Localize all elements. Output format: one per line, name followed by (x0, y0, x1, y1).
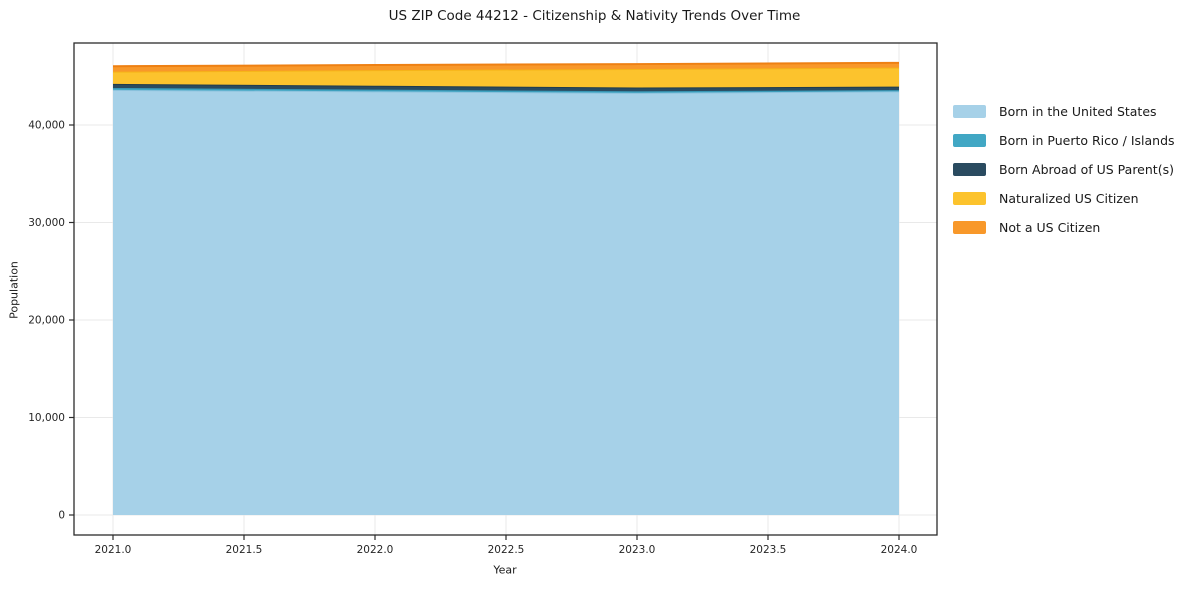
legend-label: Naturalized US Citizen (999, 191, 1139, 206)
x-tick-label: 2023.5 (750, 544, 787, 556)
y-tick-label: 0 (58, 510, 65, 522)
area-born-in-the-united-states (113, 89, 899, 516)
legend-swatch (953, 105, 986, 118)
legend-label: Born in the United States (999, 104, 1157, 119)
x-tick-label: 2021.5 (226, 544, 263, 556)
legend-label: Born Abroad of US Parent(s) (999, 162, 1174, 177)
x-tick-label: 2022.5 (488, 544, 525, 556)
y-tick-label: 20,000 (28, 315, 65, 327)
legend-item: Born Abroad of US Parent(s) (953, 162, 1175, 177)
area-edge (112, 61, 900, 68)
legend-item: Naturalized US Citizen (953, 191, 1175, 206)
y-axis-label: Population (7, 261, 21, 319)
y-tick-label: 40,000 (28, 120, 65, 132)
legend-swatch (953, 163, 986, 176)
legend-item: Not a US Citizen (953, 220, 1175, 235)
area-naturalized-us-citizen (113, 67, 899, 88)
x-tick-label: 2022.0 (357, 544, 394, 556)
legend: Born in the United States Born in Puerto … (953, 104, 1175, 235)
y-tick-label: 10,000 (28, 412, 65, 424)
x-tick-label: 2023.0 (619, 544, 656, 556)
legend-swatch (953, 192, 986, 205)
legend-item: Born in Puerto Rico / Islands (953, 133, 1175, 148)
x-axis-label: Year (493, 563, 517, 577)
legend-item: Born in the United States (953, 104, 1175, 119)
y-tick-label: 30,000 (28, 217, 65, 229)
area-not-a-us-citizen (113, 62, 899, 72)
x-tick-label: 2021.0 (95, 544, 132, 556)
legend-label: Born in Puerto Rico / Islands (999, 133, 1175, 148)
legend-label: Not a US Citizen (999, 220, 1101, 235)
x-tick-label: 2024.0 (881, 544, 918, 556)
legend-swatch (953, 221, 986, 234)
legend-swatch (953, 134, 986, 147)
chart-title: US ZIP Code 44212 - Citizenship & Nativi… (388, 8, 801, 24)
